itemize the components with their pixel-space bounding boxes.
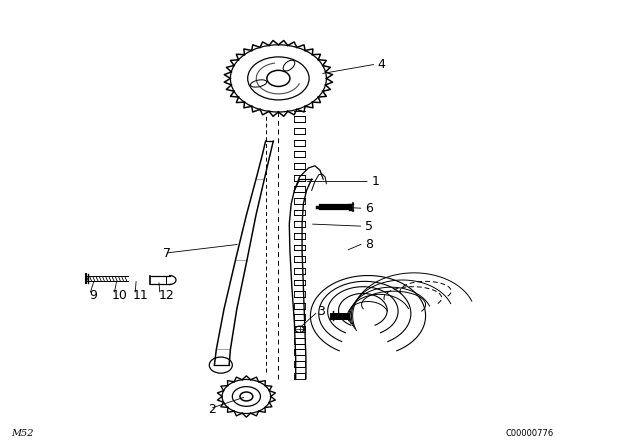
Text: 12: 12 <box>159 289 175 302</box>
Text: 2: 2 <box>208 403 216 417</box>
Text: 5: 5 <box>365 220 372 233</box>
Text: 7: 7 <box>163 246 172 260</box>
Text: 4: 4 <box>378 58 385 72</box>
Text: 10: 10 <box>112 289 128 302</box>
Text: 11: 11 <box>133 289 149 302</box>
Text: C00000776: C00000776 <box>506 429 554 438</box>
Text: 3: 3 <box>317 305 324 318</box>
Text: 8: 8 <box>365 237 372 251</box>
Text: 6: 6 <box>365 202 372 215</box>
Text: 9: 9 <box>90 289 97 302</box>
Text: 1: 1 <box>371 175 379 188</box>
Text: M52: M52 <box>12 429 34 438</box>
